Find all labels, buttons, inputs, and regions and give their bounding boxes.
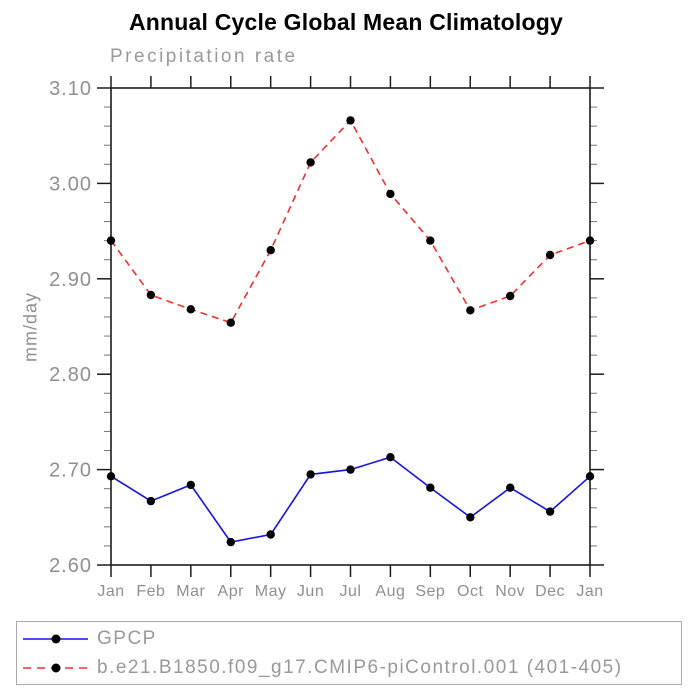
data-point-marker [146, 290, 156, 300]
y-tick-label: 2.60 [49, 555, 92, 577]
data-point-marker [506, 483, 515, 492]
legend-label-gpcp: GPCP [97, 628, 157, 649]
x-tick-label: Jan [576, 583, 603, 600]
y-tick-label: 2.90 [49, 269, 92, 291]
data-point-marker [426, 236, 435, 245]
x-tick-label: Oct [457, 583, 483, 600]
data-point-marker [226, 318, 235, 327]
data-point-marker [545, 507, 555, 516]
plot-frame [110, 87, 591, 566]
legend-dashed-line-marker-icon [23, 663, 88, 673]
series-gpcp [106, 453, 595, 547]
axes: 2.60 2.70 2.80 2.90 3.00 3.10 Jan Feb Mar Apr May J… [49, 76, 604, 600]
y-tick-label: 2.70 [49, 460, 92, 482]
x-tick-label: Dec [535, 583, 565, 600]
x-tick-label: Nov [495, 583, 525, 600]
data-point-marker [306, 470, 315, 479]
data-point-marker [186, 480, 195, 490]
data-point-marker [506, 291, 515, 301]
legend-solid-line-marker-icon [23, 634, 88, 644]
data-point-marker [266, 246, 275, 255]
data-point-marker [146, 496, 156, 506]
x-tick-label: Sep [415, 583, 445, 600]
chart-subtitle: Precipitation rate [110, 46, 298, 67]
y-tick-label: 3.00 [49, 173, 92, 195]
data-point-marker [466, 306, 475, 315]
data-point-marker [585, 472, 595, 481]
data-point-marker [466, 513, 475, 522]
data-point-marker [386, 189, 395, 199]
x-tick-label: Jan [97, 583, 124, 600]
x-tick-label: Feb [136, 583, 165, 600]
data-point-marker [266, 530, 275, 539]
series-model [106, 116, 595, 327]
legend-item-model: b.e21.B1850.f09_g17.CMIP6-piControl.001 … [17, 657, 623, 678]
data-point-marker [346, 116, 355, 125]
x-tick-label: Jul [340, 583, 362, 600]
plot-area: 2.60 2.70 2.80 2.90 3.00 3.10 Jan Feb Mar Apr May J… [49, 76, 604, 600]
y-tick-label: 2.80 [49, 364, 92, 386]
chart-title: Annual Cycle Global Mean Climatology [128, 9, 564, 35]
x-tick-label: Mar [176, 583, 205, 600]
legend-box: GPCP b.e21.B1850.f09_g17.CMIP6-piControl… [16, 621, 682, 685]
legend-label-model: b.e21.B1850.f09_g17.CMIP6-piControl.001 … [97, 657, 623, 678]
data-point-marker [226, 537, 235, 547]
data-point-marker [306, 158, 315, 167]
x-tick-label: May [255, 583, 287, 600]
data-point-marker [545, 250, 555, 260]
y-tick-label: 3.10 [49, 78, 92, 100]
x-tick-label: Jun [297, 583, 324, 600]
x-tick-label: Apr [218, 583, 245, 600]
legend-item-gpcp: GPCP [17, 628, 157, 649]
series-line [110, 119, 591, 324]
data-point-marker [106, 472, 116, 481]
x-tick-label: Aug [375, 583, 405, 600]
data-point-marker [346, 465, 355, 474]
data-point-marker [106, 236, 116, 245]
data-point-marker [386, 453, 395, 462]
data-point-marker [186, 305, 195, 314]
data-point-marker [426, 483, 435, 492]
data-point-marker [585, 236, 595, 245]
